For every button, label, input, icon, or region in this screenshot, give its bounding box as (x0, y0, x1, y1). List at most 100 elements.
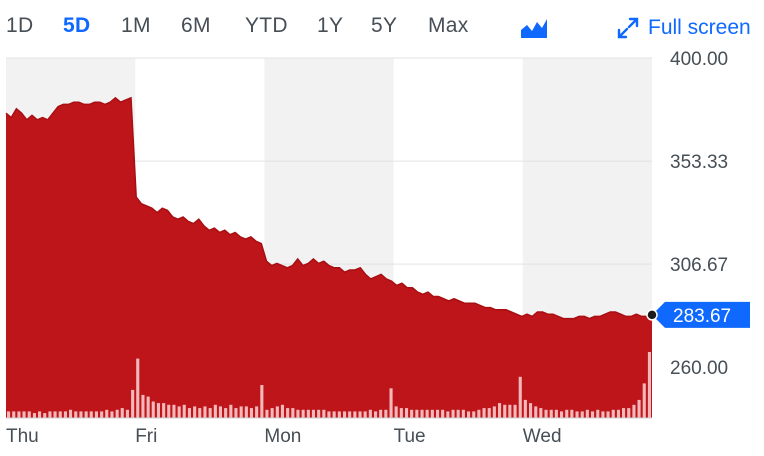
range-tab-ytd[interactable]: YTD (245, 14, 288, 37)
volume-bar (585, 409, 589, 419)
volume-bar (410, 409, 414, 419)
volume-bar (131, 389, 135, 418)
volume-bar (260, 385, 264, 418)
volume-bar (482, 408, 486, 418)
range-tab-max[interactable]: Max (428, 14, 469, 37)
volume-bar (353, 411, 357, 418)
volume-bar (22, 411, 26, 418)
volume-bar (575, 411, 579, 418)
x-tick-label: Fri (135, 426, 157, 447)
volume-bar (48, 411, 52, 418)
mountain-chart-icon[interactable] (520, 17, 548, 39)
volume-bar (327, 411, 331, 418)
volume-bar (477, 409, 481, 419)
volume-bar (172, 404, 176, 418)
volume-bar (358, 411, 362, 418)
volume-bar (239, 406, 243, 418)
volume-bar (420, 409, 424, 419)
volume-bar (343, 411, 347, 418)
volume-bar (632, 404, 636, 418)
volume-bar (38, 411, 42, 418)
volume-bar (136, 358, 140, 418)
volume-bar (229, 404, 233, 418)
volume-bar (456, 409, 460, 419)
volume-bar (296, 409, 300, 419)
volume-bar (177, 406, 181, 418)
volume-bar (12, 411, 16, 418)
volume-bar (27, 411, 31, 418)
volume-bar (508, 404, 512, 418)
volume-bar (436, 409, 440, 419)
volume-bar (74, 411, 78, 418)
volume-bar (224, 408, 228, 418)
volume-bar (141, 394, 145, 418)
volume-bar (89, 411, 93, 418)
volume-bar (125, 409, 129, 419)
volume-bar (249, 408, 253, 418)
range-tab-5d[interactable]: 5D (63, 14, 91, 37)
volume-bar (570, 409, 574, 419)
volume-bar (394, 406, 398, 418)
volume-bar (544, 409, 548, 419)
last-price-label: 283.67 (673, 306, 731, 327)
volume-bar (311, 409, 315, 419)
volume-bar (348, 411, 352, 418)
last-price-badge (652, 301, 750, 328)
volume-bar (43, 413, 47, 419)
volume-bar (415, 409, 419, 419)
volume-bar (79, 411, 83, 418)
volume-bar (63, 411, 67, 418)
volume-bar (565, 409, 569, 419)
volume-bar (146, 396, 150, 418)
y-tick-label: 400.00 (670, 49, 728, 70)
volume-bar (637, 399, 641, 419)
range-tab-1y[interactable]: 1Y (317, 14, 344, 37)
volume-bar (100, 411, 104, 418)
volume-bar (611, 409, 615, 419)
fullscreen-button[interactable]: Full screen (616, 14, 751, 42)
volume-bar (622, 408, 626, 418)
volume-bar (374, 411, 378, 418)
range-tab-1d[interactable]: 1D (6, 14, 34, 37)
volume-bar (534, 406, 538, 418)
volume-bar (379, 409, 383, 419)
volume-bar (32, 413, 36, 419)
range-tab-6m[interactable]: 6M (181, 14, 211, 37)
volume-bar (441, 409, 445, 419)
x-tick-label: Tue (394, 426, 426, 447)
volume-bar (156, 403, 160, 418)
volume-bar (120, 408, 124, 418)
range-tab-5y[interactable]: 5Y (371, 14, 398, 37)
volume-bar (399, 408, 403, 418)
volume-bar (187, 408, 191, 418)
volume-bar (332, 411, 336, 418)
fullscreen-label: Full screen (648, 16, 751, 39)
range-tab-1m[interactable]: 1M (121, 14, 151, 37)
volume-bar (58, 411, 62, 418)
volume-bar (518, 376, 522, 419)
volume-bar (523, 399, 527, 419)
last-price-dot (646, 309, 658, 321)
volume-bar (84, 411, 88, 418)
volume-bar (606, 411, 610, 418)
x-tick-label: Mon (264, 426, 301, 447)
volume-bar (384, 409, 388, 419)
volume-bar (182, 404, 186, 418)
volume-bar (208, 408, 212, 418)
volume-bar (337, 411, 341, 418)
volume-bar (513, 404, 517, 418)
volume-bar (503, 404, 507, 418)
volume-bar (162, 403, 166, 418)
volume-bar (69, 409, 73, 419)
volume-bar (322, 409, 326, 419)
volume-bar (554, 409, 558, 419)
range-toolbar: 1D 5D 1M 6M YTD 1Y 5Y Max Full screen (0, 0, 764, 56)
volume-bar (234, 408, 238, 418)
volume-bar (425, 409, 429, 419)
volume-bar (492, 406, 496, 418)
volume-bar (105, 409, 109, 419)
volume-bar (405, 408, 409, 418)
volume-bar (53, 411, 57, 418)
volume-bar (275, 406, 279, 418)
